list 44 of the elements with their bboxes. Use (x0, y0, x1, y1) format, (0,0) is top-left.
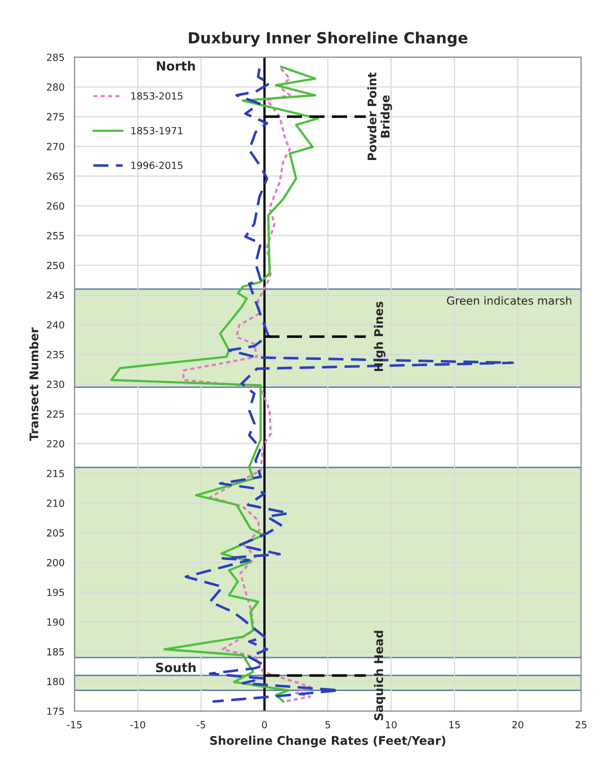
x-tick-label: -10 (130, 721, 146, 728)
y-tick-label: 220 (46, 440, 64, 448)
annotation: Powder Point Bridge (367, 72, 392, 160)
chart-title: Duxbury Inner Shoreline Change (188, 32, 468, 47)
y-tick-label: 250 (46, 262, 64, 270)
x-tick-label: 15 (449, 721, 460, 728)
x-tick-label: 0 (262, 721, 267, 728)
y-tick-label: 270 (46, 142, 64, 150)
y-axis-title: Transect Number (29, 327, 38, 441)
y-tick-label: 235 (46, 350, 64, 358)
legend-label: 1853-2015 (131, 92, 182, 100)
y-tick-label: 245 (46, 291, 64, 299)
legend-label: 1996-2015 (131, 162, 182, 170)
y-tick-label: 200 (46, 558, 64, 566)
x-tick-label: 25 (576, 721, 586, 728)
annotation: Saquich Head (374, 630, 386, 720)
x-tick-label: 20 (512, 721, 524, 728)
y-tick-label: 255 (46, 232, 64, 240)
y-tick-label: 205 (46, 529, 64, 537)
annotation: South (156, 662, 196, 672)
legend-label: 1853-1971 (131, 126, 182, 134)
y-tick-label: 240 (46, 321, 64, 329)
y-tick-label: 175 (47, 708, 64, 715)
y-tick-label: 190 (47, 618, 64, 626)
y-tick-label: 210 (46, 500, 64, 507)
x-tick-label: -15 (67, 721, 82, 728)
y-tick-label: 215 (46, 470, 64, 478)
annotation: High Pines (374, 302, 386, 372)
y-tick-label: 180 (47, 678, 64, 686)
y-tick-label: 225 (46, 410, 64, 418)
y-tick-label: 285 (46, 54, 64, 62)
x-tick-label: -5 (196, 721, 206, 728)
annotation: North (156, 60, 195, 71)
x-tick-label: 5 (325, 721, 330, 728)
y-tick-label: 275 (46, 113, 64, 120)
y-tick-label: 230 (46, 380, 64, 388)
y-tick-label: 195 (47, 588, 64, 596)
y-tick-label: 280 (46, 83, 64, 91)
y-tick-label: 185 (47, 648, 64, 656)
x-axis-title: Shoreline Change Rates (Feet/Year) (210, 736, 446, 748)
y-tick-label: 265 (46, 172, 64, 180)
y-tick-label: 260 (46, 202, 64, 210)
x-tick-label: 10 (386, 721, 397, 728)
band-label: Green indicates marsh (446, 296, 572, 305)
